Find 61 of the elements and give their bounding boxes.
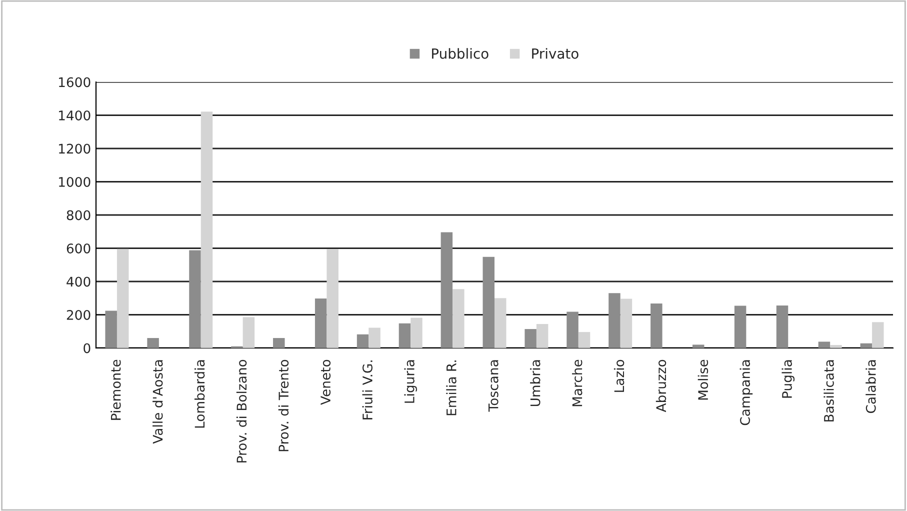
x-tick-label: Molise xyxy=(698,360,708,400)
bar xyxy=(608,293,620,348)
bar xyxy=(314,298,327,348)
y-tick-label: 1400 xyxy=(59,110,90,120)
bar xyxy=(872,322,884,348)
y-tick-label: 1000 xyxy=(59,176,90,187)
y-tick-label: 800 xyxy=(66,210,90,220)
bar xyxy=(776,305,788,348)
y-tick-label: 600 xyxy=(66,243,90,254)
bar xyxy=(566,312,578,348)
x-tick-label: Lombardia xyxy=(194,360,205,428)
x-tick-label: Veneto xyxy=(320,360,331,405)
bar xyxy=(578,332,590,348)
bar xyxy=(452,289,464,348)
x-tick-label: Basilicata xyxy=(824,360,834,422)
x-tick-label: Marche xyxy=(572,360,582,406)
x-tick-label: Toscana xyxy=(488,360,498,412)
bar xyxy=(200,112,213,348)
x-tick-label: Umbria xyxy=(530,360,540,406)
bar xyxy=(326,249,338,348)
y-tick-label: 0 xyxy=(84,343,90,354)
legend-label: Privato xyxy=(532,48,578,59)
x-tick-label: Piemonte xyxy=(110,360,121,420)
bar xyxy=(830,345,842,348)
x-tick-label: Friuli V.G. xyxy=(362,360,372,420)
x-tick-label: Emilia R. xyxy=(446,360,456,416)
y-tick-label: 1600 xyxy=(59,77,90,88)
bar xyxy=(368,328,380,348)
bar xyxy=(273,338,285,348)
x-tick-label: Campania xyxy=(740,360,753,426)
x-tick-label: Puglia xyxy=(782,360,795,398)
x-tick-label: Abruzzo xyxy=(656,360,666,412)
x-tick-label: Calabria xyxy=(866,360,876,413)
x-tick-label: Valle d'Aosta xyxy=(152,360,163,444)
bar xyxy=(440,232,453,348)
x-tick-label: Lazio xyxy=(614,360,624,392)
bar xyxy=(860,343,872,348)
bar xyxy=(650,303,662,348)
bar xyxy=(242,317,255,348)
bar xyxy=(524,329,536,348)
x-tick-label: Prov. di Trento xyxy=(278,360,289,452)
bar xyxy=(189,250,201,348)
bar xyxy=(692,344,704,348)
bar xyxy=(410,318,422,348)
bar xyxy=(734,306,746,348)
legend-label: Pubblico xyxy=(432,48,488,59)
y-tick-label: 200 xyxy=(66,310,90,320)
x-tick-label: Liguria xyxy=(404,360,417,403)
bar xyxy=(620,298,632,348)
bar xyxy=(116,248,129,348)
bar xyxy=(356,334,369,348)
bar xyxy=(482,256,494,348)
y-tick-label: 1200 xyxy=(59,144,90,154)
bar xyxy=(536,324,548,348)
bar xyxy=(147,338,159,348)
bar xyxy=(818,342,830,348)
bar xyxy=(398,323,411,348)
bar xyxy=(494,298,506,348)
x-tick-label: Prov. di Bolzano xyxy=(236,360,247,462)
bar xyxy=(105,310,117,348)
y-tick-label: 400 xyxy=(66,276,90,287)
